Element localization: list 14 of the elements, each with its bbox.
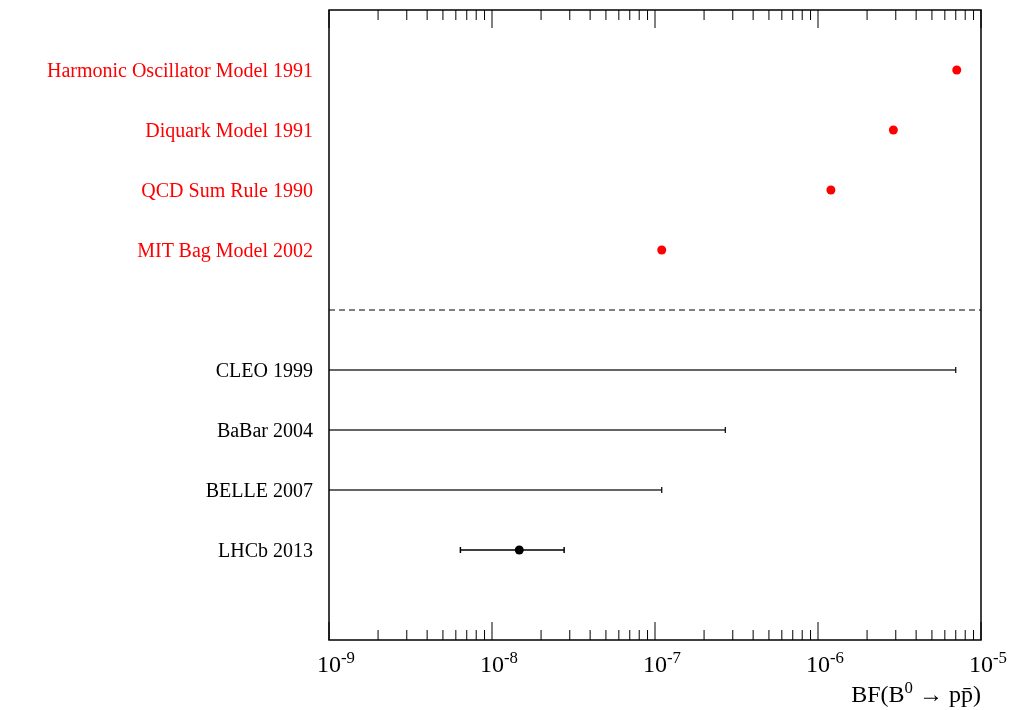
y-tick-label: Harmonic Oscillator Model 1991 — [46, 59, 313, 81]
y-tick-label: CLEO 1999 — [215, 359, 313, 381]
y-tick-label: LHCb 2013 — [218, 539, 313, 561]
y-tick-label: Diquark Model 1991 — [145, 119, 313, 142]
y-tick-label: QCD Sum Rule 1990 — [141, 179, 313, 201]
x-axis-title: BF(B$^{0}$ → pp̄) — [851, 677, 981, 707]
x-tick-label: 10$^{-6}$ — [806, 647, 844, 677]
y-tick-label: BELLE 2007 — [205, 479, 313, 501]
y-tick-label: BaBar 2004 — [216, 419, 313, 441]
y-tick-label: MIT Bag Model 2002 — [137, 239, 313, 262]
x-tick-label: 10$^{-5}$ — [969, 647, 1007, 677]
x-tick-label: 10$^{-8}$ — [480, 647, 518, 677]
x-tick-label: 10$^{-7}$ — [643, 647, 681, 677]
x-tick-label: 10$^{-9}$ — [317, 647, 355, 677]
